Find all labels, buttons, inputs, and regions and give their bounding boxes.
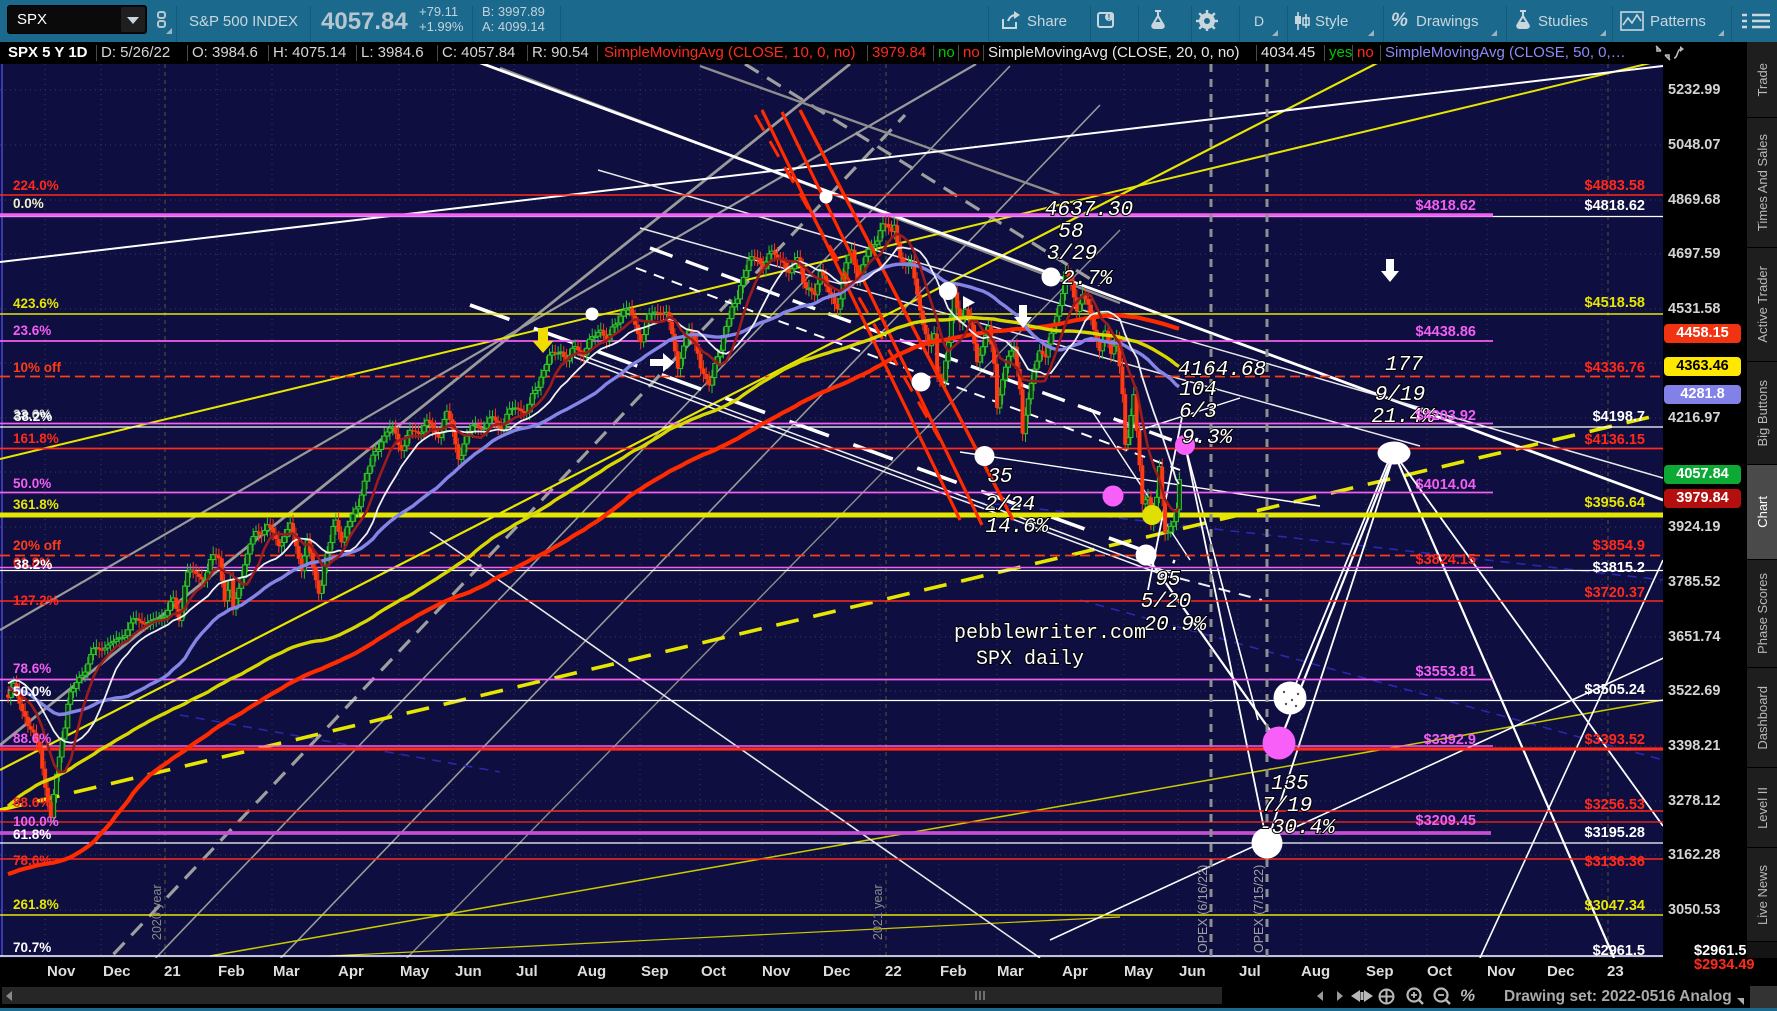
svg-text:100.0%: 100.0%: [13, 814, 59, 829]
svg-text:14.6%: 14.6%: [985, 516, 1049, 539]
svg-text:2020 year: 2020 year: [150, 884, 164, 940]
svg-text:38.2%: 38.2%: [14, 409, 52, 424]
svg-text:7/19: 7/19: [1262, 795, 1312, 818]
svg-text:$4336.76: $4336.76: [1585, 360, 1645, 376]
svg-text:9/19: 9/19: [1375, 384, 1425, 407]
svg-text:70.7%: 70.7%: [13, 940, 51, 955]
svg-text:OPEX (6/16/22): OPEX (6/16/22): [1196, 865, 1210, 953]
svg-text:$3854.9: $3854.9: [1593, 538, 1645, 554]
svg-text:2.7%: 2.7%: [1062, 268, 1114, 291]
svg-text:58: 58: [1058, 221, 1083, 244]
svg-text:$4014.04: $4014.04: [1416, 477, 1476, 493]
svg-text:78.6%: 78.6%: [13, 661, 51, 676]
svg-text:2021 year: 2021 year: [871, 884, 885, 940]
svg-text:4637.30: 4637.30: [1045, 199, 1133, 222]
svg-text:10% off: 10% off: [13, 360, 62, 375]
svg-text:-30.4%: -30.4%: [1259, 817, 1336, 840]
svg-text:61.8%: 61.8%: [13, 827, 51, 842]
svg-text:88.6%: 88.6%: [13, 795, 51, 810]
svg-text:$3136.36: $3136.36: [1585, 854, 1645, 870]
svg-text:78.6%: 78.6%: [13, 853, 51, 868]
svg-text:361.8%: 361.8%: [13, 497, 59, 512]
svg-text:$3209.45: $3209.45: [1416, 813, 1476, 829]
svg-text:$3256.53: $3256.53: [1585, 797, 1645, 813]
svg-text:35: 35: [987, 466, 1013, 489]
svg-text:2/24: 2/24: [985, 494, 1035, 517]
svg-text:SPX daily: SPX daily: [976, 648, 1084, 671]
svg-text:$4198.7: $4198.7: [1593, 409, 1645, 425]
svg-text:20.9%: 20.9%: [1143, 614, 1207, 637]
svg-text:$4818.62: $4818.62: [1585, 198, 1645, 214]
svg-text:$3824.15: $3824.15: [1416, 552, 1476, 568]
svg-text:$4818.62: $4818.62: [1416, 198, 1476, 214]
svg-text:$2961.5: $2961.5: [1593, 943, 1645, 958]
svg-text:!: !: [1108, 13, 1111, 22]
svg-text:$3392.9: $3392.9: [1424, 732, 1476, 748]
svg-text:135: 135: [1271, 773, 1309, 796]
svg-text:6/3: 6/3: [1179, 401, 1217, 424]
svg-text:$3505.24: $3505.24: [1585, 682, 1645, 698]
svg-text:$3047.34: $3047.34: [1585, 898, 1645, 914]
svg-text:23.6%: 23.6%: [13, 407, 51, 422]
svg-text:38.2%: 38.2%: [14, 557, 52, 572]
svg-text:$3815.2: $3815.2: [1593, 560, 1645, 576]
svg-text:50.0%: 50.0%: [13, 476, 51, 491]
svg-text:$3720.37: $3720.37: [1585, 585, 1645, 601]
svg-text:5/20: 5/20: [1141, 591, 1191, 614]
svg-text:88.6%: 88.6%: [13, 731, 51, 746]
svg-text:4164.68: 4164.68: [1178, 359, 1266, 382]
svg-text:$4438.86: $4438.86: [1416, 324, 1476, 340]
svg-text:104: 104: [1179, 379, 1217, 402]
svg-text:$3553.81: $3553.81: [1416, 664, 1476, 680]
svg-text:177: 177: [1385, 354, 1423, 377]
svg-text:$3393.52: $3393.52: [1585, 732, 1645, 748]
svg-text:224.0%: 224.0%: [13, 178, 59, 193]
svg-text:61.8%: 61.8%: [13, 555, 51, 570]
svg-text:20% off: 20% off: [13, 538, 62, 553]
svg-text:$4136.15: $4136.15: [1585, 432, 1645, 448]
svg-text:OPEX (7/15/22): OPEX (7/15/22): [1252, 865, 1266, 953]
svg-text:$4203.92: $4203.92: [1416, 408, 1476, 424]
svg-text:95: 95: [1155, 569, 1181, 592]
svg-text:23.6%: 23.6%: [13, 323, 51, 338]
svg-text:pebblewriter.com: pebblewriter.com: [954, 622, 1146, 645]
svg-text:$3956.64: $3956.64: [1585, 495, 1645, 511]
svg-text:$3195.28: $3195.28: [1585, 825, 1645, 841]
svg-text:0.0%: 0.0%: [13, 196, 44, 211]
svg-text:$4518.58: $4518.58: [1585, 295, 1645, 311]
svg-text:9.3%: 9.3%: [1182, 427, 1234, 450]
svg-text:21.4%: 21.4%: [1371, 406, 1435, 429]
svg-text:423.6%: 423.6%: [13, 296, 59, 311]
svg-text:$4883.58: $4883.58: [1585, 178, 1645, 194]
svg-text:50.0%: 50.0%: [13, 684, 51, 699]
svg-text:3/29: 3/29: [1047, 243, 1097, 266]
svg-text:261.8%: 261.8%: [13, 897, 59, 912]
svg-text:161.8%: 161.8%: [13, 431, 59, 446]
svg-text:127.2%: 127.2%: [13, 593, 59, 608]
